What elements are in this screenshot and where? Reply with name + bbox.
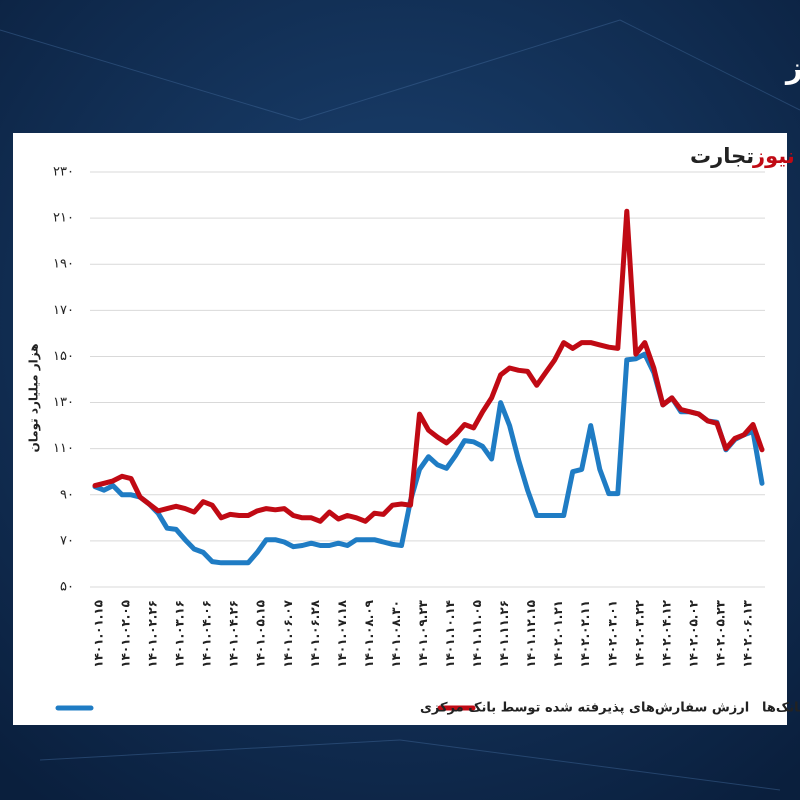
x-tick-label: ۱۴۰۲.۰۵.۰۲	[686, 599, 700, 667]
series-line	[92, 208, 765, 524]
x-tick-label: ۱۴۰۱.۰۴.۰۶	[200, 600, 214, 668]
x-tick-label: ۱۴۰۱.۰۸.۳۰	[389, 600, 403, 668]
x-tick-label: ۱۴۰۱.۰۷.۱۸	[335, 599, 349, 667]
x-tick-label: ۱۴۰۲.۰۳.۰۱	[605, 600, 619, 668]
logo-first: تجارت	[690, 144, 754, 168]
x-tick-label: ۱۴۰۱.۰۹.۲۳	[416, 599, 430, 667]
plot: ۵۰ ۷۰ ۹۰ ۱۱۰ ۱۳۰ ۱۵۰ ۱۷۰ ۱۹۰ ۲۱۰ ۲۳۰ ۱۴۰۱.۰۱.۱۵ ۱۴۰…	[53, 165, 800, 716]
x-tick-label: ۱۴۰۱.۰۱.۱۵	[92, 600, 106, 668]
y-tick-label: ۱۵۰	[53, 349, 74, 364]
logo-second: نیوز	[752, 144, 795, 168]
chart-panel	[13, 133, 787, 725]
x-tick-label: ۱۴۰۱.۱۲.۱۵	[524, 600, 538, 668]
x-tick-label: ۱۴۰۱.۰۴.۲۶	[227, 600, 241, 668]
y-tick-label: ۱۳۰	[53, 395, 74, 410]
x-tick-label: ۱۴۰۱.۰۲.۰۵	[119, 600, 133, 668]
x-tick-label: ۱۴۰۱.۱۰.۱۴	[443, 600, 457, 668]
x-tick-label: ۱۴۰۱.۰۶.۲۸	[308, 599, 322, 667]
x-tick-label: ۱۴۰۱.۰۳.۱۶	[173, 600, 187, 668]
y-tick-label: ۷۰	[60, 533, 74, 548]
y-tick-label: ۲۱۰	[53, 211, 74, 226]
legend-label: ارزش سفارش‌های ارسال شده توسط بانک‌ها	[762, 701, 800, 716]
x-tick-label: ۱۴۰۲.۰۶.۱۳	[740, 599, 754, 667]
y-axis-label: هزار میلیارد تومان	[27, 343, 42, 452]
x-tick-label: ۱۴۰۲.۰۱.۲۱	[551, 600, 565, 668]
y-tick-label: ۲۳۰	[53, 165, 74, 180]
chart-title: روند سفارش‌های ارسالی و پذیرفته شده بانک…	[784, 51, 800, 86]
x-tick-label: ۱۴۰۱.۱۱.۰۵	[470, 600, 484, 668]
network-pattern	[0, 19, 800, 791]
y-tick-label: ۱۹۰	[53, 257, 74, 272]
y-tick-label: ۹۰	[60, 487, 74, 502]
x-tick-label: ۱۴۰۱.۰۸.۰۹	[362, 599, 376, 667]
y-tick-label: ۱۱۰	[53, 441, 74, 456]
x-tick-label: ۱۴۰۲.۰۴.۱۲	[659, 599, 673, 667]
x-tick-label: ۱۴۰۲.۰۳.۲۲	[632, 599, 646, 667]
y-tick-label: ۱۷۰	[53, 303, 74, 318]
x-tick-label: ۱۴۰۲.۰۲.۱۱	[578, 600, 592, 668]
x-tick-label: ۱۴۰۱.۱۱.۲۶	[497, 600, 511, 668]
x-tick-label: ۱۴۰۱.۰۲.۲۶	[146, 600, 160, 668]
y-tick-label: ۵۰	[60, 580, 74, 595]
x-tick-label: ۱۴۰۱.۰۵.۱۵	[254, 600, 268, 668]
x-tick-label: ۱۴۰۲.۰۵.۲۳	[713, 599, 727, 667]
x-tick-label: ۱۴۰۱.۰۶.۰۷	[281, 599, 295, 667]
legend-label: ارزش سفارش‌های پذیرفته شده توسط بانک مرک…	[420, 701, 749, 716]
